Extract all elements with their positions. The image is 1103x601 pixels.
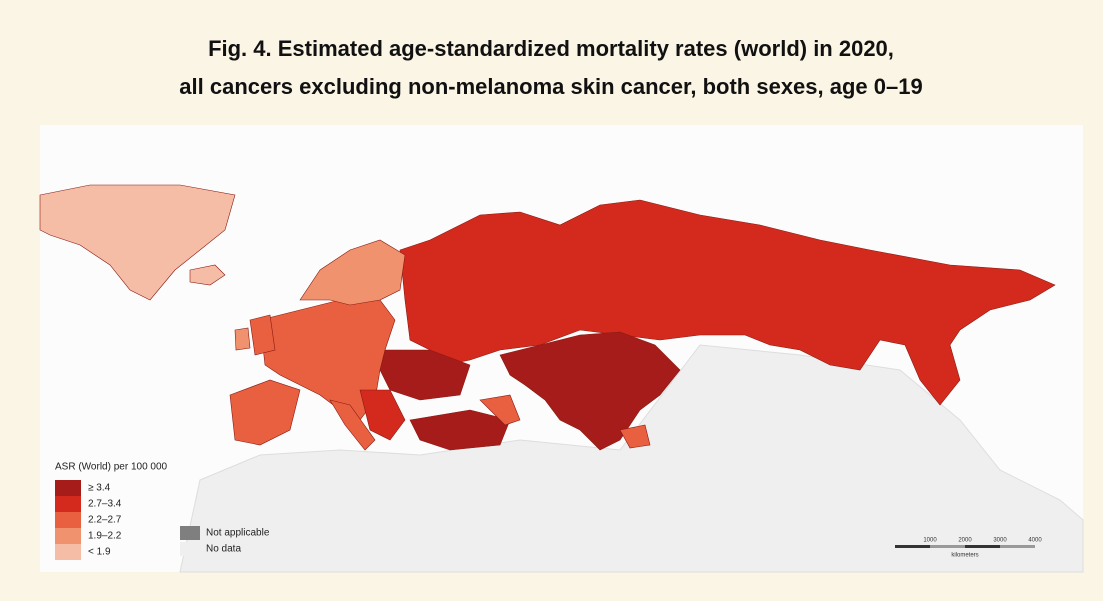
scale-unit: kilometers bbox=[951, 553, 978, 559]
legend-swatch bbox=[55, 528, 81, 544]
uk bbox=[249, 314, 276, 356]
scale-segment bbox=[930, 545, 965, 548]
legend-label: No data bbox=[206, 544, 241, 555]
legend-label: < 1.9 bbox=[88, 547, 111, 558]
title-line: Fig. 4. Estimated age-standardized morta… bbox=[208, 36, 894, 61]
scandinavia bbox=[299, 239, 406, 306]
map bbox=[39, 125, 1084, 573]
scale-label: 4000 bbox=[1028, 538, 1042, 544]
legend: ≥ 3.4 2.7–3.4 2.2–2.7 1.9–2.2 < 1.9 Not appli… bbox=[55, 480, 270, 560]
scale-label: 1000 bbox=[923, 538, 937, 544]
title-line: all cancers excluding non-melanoma skin … bbox=[179, 74, 922, 99]
ukraine bbox=[379, 349, 471, 401]
iceland bbox=[189, 264, 226, 286]
legend-label: Not applicable bbox=[206, 528, 270, 539]
scale-segment bbox=[895, 545, 930, 548]
legend-label: 2.7–3.4 bbox=[88, 499, 122, 510]
scale-segment bbox=[965, 545, 1000, 548]
scale-label: 2000 bbox=[958, 538, 972, 544]
turkey bbox=[409, 409, 511, 451]
legend-label: ≥ 3.4 bbox=[88, 483, 111, 494]
legend-swatch bbox=[55, 496, 81, 512]
no-data-region bbox=[179, 344, 1084, 573]
legend-label: 1.9–2.2 bbox=[88, 531, 122, 542]
kyrgyz-region bbox=[619, 424, 651, 449]
legend-swatch bbox=[55, 512, 81, 528]
russia bbox=[399, 199, 1056, 406]
greenland bbox=[39, 184, 236, 301]
legend-swatch bbox=[55, 544, 81, 560]
italy bbox=[329, 399, 376, 451]
iberia bbox=[229, 379, 301, 446]
scale-bar: kilometers bbox=[895, 545, 1035, 559]
caucasus bbox=[479, 394, 521, 426]
balkans bbox=[359, 389, 406, 441]
scale-label: 3000 bbox=[993, 538, 1007, 544]
legend-label: 2.2–2.7 bbox=[88, 515, 122, 526]
legend-title: ASR (World) per 100 000 bbox=[55, 462, 168, 473]
ireland bbox=[234, 327, 251, 351]
scale-segment bbox=[1000, 545, 1035, 548]
central-asia bbox=[499, 331, 681, 451]
legend-swatch bbox=[55, 480, 81, 496]
legend-swatch bbox=[180, 526, 200, 540]
legend-swatch bbox=[180, 542, 200, 556]
